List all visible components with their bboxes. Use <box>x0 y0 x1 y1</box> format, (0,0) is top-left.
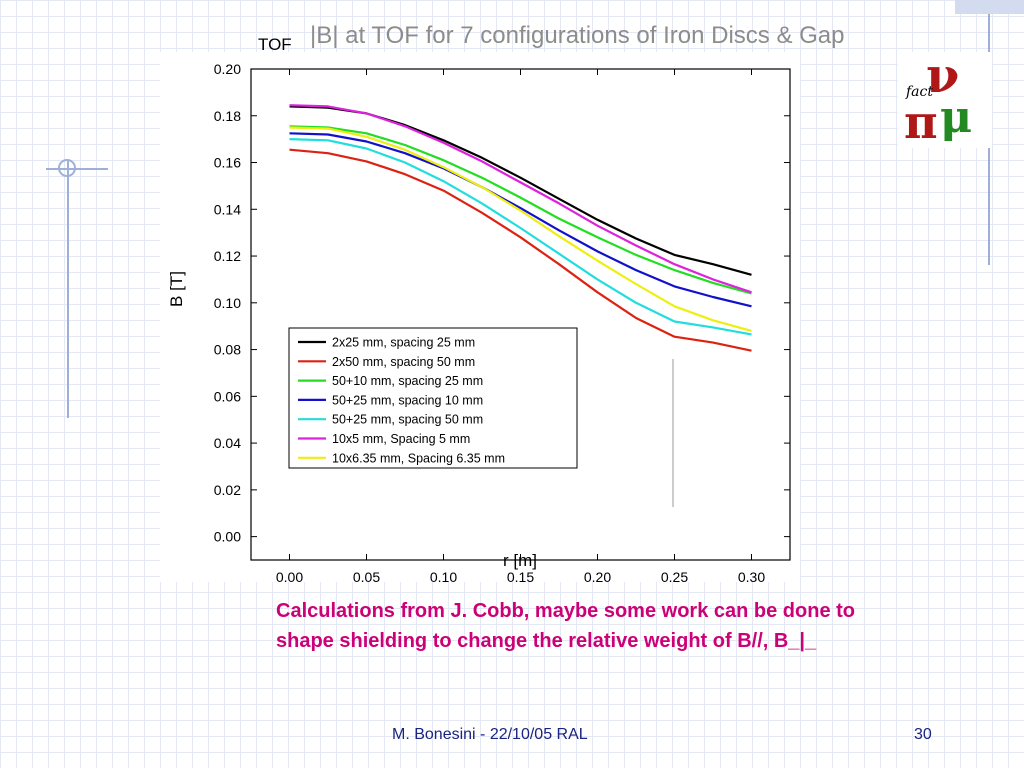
y-tick-label: 0.08 <box>214 342 241 358</box>
x-tick-label: 0.30 <box>738 569 765 582</box>
decor-horizontal-line <box>46 168 108 170</box>
legend-label: 10x6.35 mm, Spacing 6.35 mm <box>332 451 505 465</box>
series-line <box>289 138 752 336</box>
y-tick-label: 0.16 <box>214 155 241 171</box>
y-tick-label: 0.20 <box>214 61 241 77</box>
series-line <box>289 104 752 294</box>
legend-label: 50+25 mm, spacing 10 mm <box>332 393 483 407</box>
series-lines <box>289 104 752 352</box>
caption-text: Calculations from J. Cobb, maybe some wo… <box>276 600 856 652</box>
legend-label: 2x25 mm, spacing 25 mm <box>332 336 475 350</box>
legend: 2x25 mm, spacing 25 mm 2x50 mm, spacing 5… <box>288 327 578 469</box>
x-tick-label: 0.00 <box>276 569 303 582</box>
series-line <box>289 132 752 308</box>
legend-label: 50+10 mm, spacing 25 mm <box>332 374 483 388</box>
decor-vertical-line <box>67 160 69 418</box>
series-line <box>289 126 752 332</box>
legend-box <box>288 327 578 469</box>
legend-label: 10x5 mm, Spacing 5 mm <box>332 432 470 446</box>
logo-mu-glyph: μ <box>940 92 972 143</box>
x-tick-label: 0.10 <box>430 569 457 582</box>
series-line <box>289 125 752 295</box>
chart-panel: 0.00 0.05 0.10 0.15 0.20 0.25 0.30 0.00 0.02 0.04… <box>160 52 800 582</box>
y-tick-label: 0.06 <box>214 388 241 404</box>
footer-text: M. Bonesini - 22/10/05 RAL <box>392 726 588 743</box>
y-axis-label: B [T] <box>167 271 186 307</box>
nufact-logo: ν μ π fact <box>898 48 992 149</box>
plot-frame <box>250 68 791 561</box>
logo-fact-text: fact <box>905 84 933 100</box>
x-tick-label: 0.20 <box>584 569 611 582</box>
line-chart: 0.00 0.05 0.10 0.15 0.20 0.25 0.30 0.00 0.02 0.04… <box>167 61 791 582</box>
y-tick-label: 0.14 <box>214 201 241 217</box>
x-axis-label: r [m] <box>503 551 537 570</box>
logo-nu-glyph: ν <box>926 52 959 104</box>
x-tick-label: 0.15 <box>507 569 534 582</box>
y-tick-label: 0.18 <box>214 108 241 124</box>
axis-ticks: 0.00 0.05 0.10 0.15 0.20 0.25 0.30 0.00 0.02 0.04… <box>214 61 790 582</box>
decor-top-right-block <box>955 0 1024 14</box>
legend-label: 2x50 mm, spacing 50 mm <box>332 355 475 369</box>
y-tick-label: 0.12 <box>214 248 241 264</box>
legend-label: 50+25 mm, spacing 50 mm <box>332 413 483 427</box>
decor-circle <box>58 159 76 177</box>
x-tick-label: 0.05 <box>353 569 380 582</box>
page-number: 30 <box>914 726 932 743</box>
y-tick-label: 0.00 <box>214 529 241 545</box>
y-tick-label: 0.02 <box>214 482 241 498</box>
logo-pi-glyph: π <box>904 95 938 148</box>
slide-title: |B| at TOF for 7 configurations of Iron … <box>310 22 845 49</box>
y-tick-label: 0.04 <box>214 435 241 451</box>
y-tick-label: 0.10 <box>214 295 241 311</box>
x-tick-label: 0.25 <box>661 569 688 582</box>
tof-label: TOF <box>258 35 292 54</box>
series-line <box>289 148 752 352</box>
